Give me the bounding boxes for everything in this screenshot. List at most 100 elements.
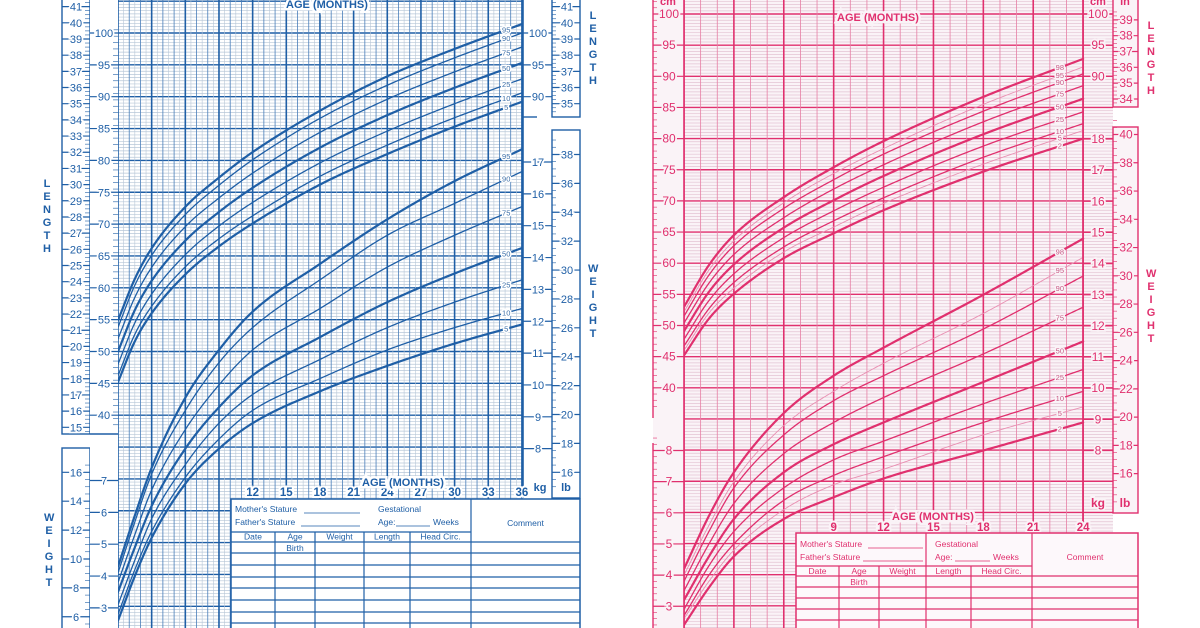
tick-label: 21 (70, 325, 82, 337)
tick-label: 10 (532, 380, 544, 392)
x-tick-label: 15 (927, 522, 940, 534)
cm-unit-label-left: cm (660, 0, 676, 8)
tick-label: 80 (662, 132, 676, 146)
inch-scale-box-right (551, 0, 581, 118)
tick-label: 16 (70, 406, 82, 418)
tick-label: 40 (1119, 128, 1133, 142)
weight-p90-label: 90 (1056, 284, 1064, 293)
tick-label: 39 (1119, 13, 1133, 27)
tick-label: 16 (1091, 194, 1105, 208)
length-p25-curve (683, 111, 1084, 340)
tick-label: 85 (98, 124, 110, 136)
girls-weight-axis-label: WEIGHT (1146, 268, 1157, 345)
tick-label: 45 (662, 350, 676, 364)
tick-label: 22 (70, 309, 82, 321)
tick-label: 13 (1091, 288, 1105, 302)
x-axis: 12 15 18 21 24 27 30 33 36 AGE (MONTHS) AGE (MONTH… (244, 0, 530, 501)
weight-p5-label: 5 (504, 324, 508, 333)
cm-scale-left: 100 95 90 85 80 75 70 65 60 55 50 45 40 (653, 5, 684, 397)
tick-label: 40 (98, 410, 110, 422)
tick-label: 28 (70, 212, 82, 224)
tick-label: 34 (1119, 212, 1133, 226)
tick-label: 65 (662, 225, 676, 239)
x-tick-label: 33 (482, 487, 495, 499)
tick-label: 5 (101, 539, 107, 551)
tick-label: 4 (666, 568, 673, 582)
record-table: Mother's Stature Father's Stature Gestatio… (795, 532, 1139, 628)
length-p10-curve (117, 92, 523, 377)
weight-p10-label: 10 (502, 308, 510, 317)
comment-header: Comment (1067, 552, 1104, 562)
tick-label: 9 (535, 412, 541, 424)
tick-label: 20 (1119, 410, 1133, 424)
tick-label: 13 (532, 284, 544, 296)
tick-label: 90 (98, 92, 110, 104)
weight-p98-curve (682, 237, 1085, 570)
weight-p75-curve (683, 306, 1084, 592)
length-p90-curve (117, 32, 523, 328)
length-p98-label: 98 (1056, 63, 1064, 72)
length-p5-curve (116, 100, 524, 384)
x-tick-label: 27 (415, 487, 428, 499)
cm-scale-right: 100 95 90 (1083, 5, 1113, 85)
father-stature-label: Father's Stature (800, 552, 860, 562)
tick-label: 37 (1119, 45, 1133, 59)
length-p98-curve (682, 57, 1085, 308)
x-tick-label: 9 (830, 522, 836, 534)
weight-p25-label: 25 (502, 280, 510, 289)
weight-p5-curve (116, 323, 524, 622)
tick-label: 35 (1119, 76, 1133, 90)
tick-label: 40 (561, 18, 573, 30)
lb-scale-right: 38 36 34 32 30 28 26 24 22 20 18 16 (552, 148, 580, 481)
tick-label: 32 (1119, 241, 1133, 255)
tick-label: 17 (70, 390, 82, 402)
tick-label: 11 (1092, 350, 1105, 364)
tick-label: 24 (70, 277, 82, 289)
tick-label: 40 (662, 381, 676, 395)
lb-scale-box-right (551, 129, 581, 499)
tick-label: 60 (662, 256, 676, 270)
tick-label: 10 (1091, 381, 1105, 395)
x-tick-label: 18 (314, 487, 327, 499)
x-tick-label: 12 (246, 487, 259, 499)
tick-label: 20 (561, 410, 573, 422)
tick-label: 14 (70, 496, 82, 508)
tick-label: 27 (70, 228, 82, 240)
length-p90-label: 90 (502, 34, 510, 43)
tick-label: 35 (561, 99, 573, 111)
girls-length-axis-label: LENGTH (1146, 20, 1156, 97)
x-tick-label: 12 (877, 522, 890, 534)
tick-label: 18 (70, 374, 82, 386)
weight-p2-curve (682, 421, 1085, 627)
column-header: Length (936, 566, 962, 576)
tick-label: 36 (1119, 184, 1133, 198)
tick-label: 38 (561, 149, 573, 161)
tick-label: 26 (561, 323, 573, 335)
weight-p50-label: 50 (502, 249, 510, 258)
tick-label: 100 (1088, 7, 1108, 21)
tick-label: 9 (1095, 412, 1102, 426)
tick-label: 60 (98, 283, 110, 295)
weight-p90-curve (683, 275, 1084, 582)
tick-label: 5 (666, 537, 673, 551)
column-header: Head Circ. (981, 566, 1021, 576)
weight-p10-curve (117, 307, 523, 615)
cm-unit-label-right: cm (1090, 0, 1106, 8)
tick-label: 15 (70, 422, 82, 434)
tick-label: 38 (1119, 156, 1133, 170)
gestational-age-label: Age: (935, 552, 953, 562)
tick-label: 16 (561, 467, 573, 479)
tick-label: 14 (1091, 257, 1105, 271)
tick-label: 95 (662, 38, 676, 52)
inch-scale-box-right (1112, 0, 1139, 108)
x-tick-label: 15 (280, 487, 293, 499)
tick-label: 28 (561, 294, 573, 306)
length-p5-label: 5 (1058, 134, 1062, 143)
tick-label: 22 (561, 381, 573, 393)
boys-length-axis-label-left: LENGTH (42, 178, 52, 255)
length-p95-label: 95 (502, 25, 510, 34)
weight-p98-label: 98 (1056, 247, 1064, 256)
birth-cell: Birth (286, 543, 304, 553)
